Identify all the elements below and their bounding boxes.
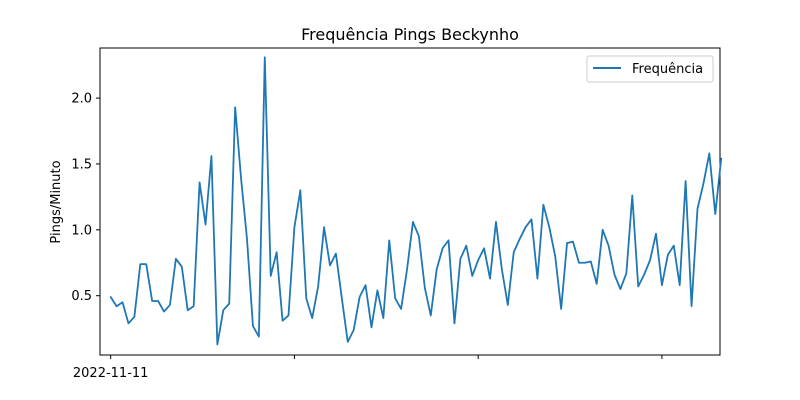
- series-layer: [109, 56, 723, 346]
- y-axis-label: Pings/Minuto: [49, 160, 64, 243]
- y-tick-label: 1.5: [71, 157, 92, 172]
- y-axis: 0.5 1.0 1.5 2.0: [71, 92, 100, 304]
- y-tick-label: 1.0: [71, 223, 92, 238]
- y-tick-label: 2.0: [71, 92, 92, 107]
- x-tick-label: 2022-11-11: [73, 366, 149, 381]
- chart-title: Frequência Pings Beckynho: [301, 25, 519, 44]
- y-tick-label: 0.5: [71, 289, 92, 304]
- series-line-frequencia: [109, 56, 723, 346]
- legend-label-frequencia: Frequência: [632, 62, 703, 77]
- legend-box: [586, 55, 714, 83]
- x-axis: 2022-11-11: [73, 355, 663, 381]
- plot-area: [99, 47, 721, 356]
- legend: Frequência: [586, 55, 714, 83]
